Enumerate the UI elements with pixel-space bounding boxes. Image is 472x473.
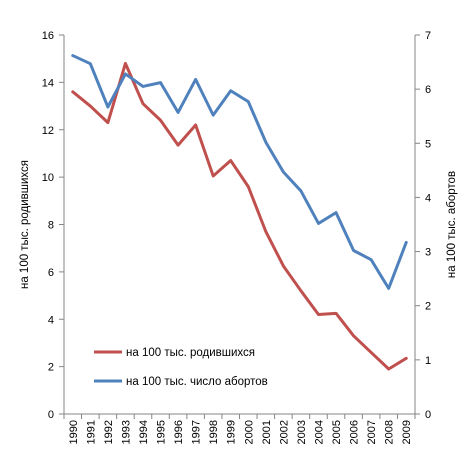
x-tick-label: 2005 [331, 420, 343, 444]
series-line [71, 54, 408, 290]
right-tick-label: 0 [425, 409, 431, 421]
left-tick-label: 2 [48, 362, 54, 374]
x-tick-label: 2008 [384, 420, 396, 444]
left-axis-label: на 100 тыс. родившихся [19, 160, 31, 289]
right-tick-label: 2 [425, 301, 431, 313]
x-tick-label: 1999 [226, 420, 238, 444]
x-tick-label: 2004 [313, 420, 325, 444]
x-tick-label: 1991 [85, 420, 97, 444]
x-tick-label: 2001 [261, 420, 273, 444]
right-tick-label: 6 [425, 84, 431, 96]
right-tick-label: 4 [425, 192, 431, 204]
right-tick-label: 7 [425, 30, 431, 42]
left-tick-label: 10 [42, 172, 54, 184]
left-tick-label: 16 [42, 30, 54, 42]
x-tick-label: 2002 [278, 420, 290, 444]
right-axis-ticks: 0 1 2 3 4 5 6 7 [415, 30, 431, 421]
left-tick-label: 6 [48, 267, 54, 279]
x-tick-label: 1998 [208, 420, 220, 444]
x-tick-label: 2003 [296, 420, 308, 444]
x-tick-label: 1995 [156, 420, 168, 444]
x-tick-label: 1996 [173, 420, 185, 444]
right-tick-label: 5 [425, 138, 431, 150]
left-tick-label: 8 [48, 220, 54, 232]
legend: на 100 тыс. родившихся на 100 тыс. число … [94, 347, 268, 388]
left-tick-label: 12 [42, 125, 54, 137]
legend-label: на 100 тыс. родившихся [126, 347, 255, 359]
legend-label: на 100 тыс. число абортов [126, 376, 268, 388]
x-axis-ticks: 1990 1991 1992 1993 1994 1995 1996 1997 1998 1999… [63, 414, 416, 444]
right-tick-label: 3 [425, 247, 431, 259]
x-tick-label: 2006 [349, 420, 361, 444]
x-tick-label: 1992 [103, 420, 115, 444]
right-tick-label: 1 [425, 355, 431, 367]
x-tick-label: 1994 [138, 420, 150, 444]
x-tick-label: 2007 [366, 420, 378, 444]
series-lines [71, 54, 408, 371]
x-tick-label: 1993 [120, 420, 132, 444]
x-tick-label: 2009 [401, 420, 413, 444]
left-tick-label: 0 [48, 409, 54, 421]
x-tick-label: 2000 [243, 420, 255, 444]
left-tick-label: 4 [48, 314, 54, 326]
right-axis-label: на 100 тыс. абортов [446, 171, 458, 278]
series-line [71, 61, 408, 371]
left-tick-label: 14 [42, 77, 54, 89]
x-tick-label: 1990 [68, 420, 80, 444]
x-tick-label: 1997 [191, 420, 203, 444]
left-axis-ticks: 0 2 4 6 8 10 12 14 16 [42, 30, 64, 421]
